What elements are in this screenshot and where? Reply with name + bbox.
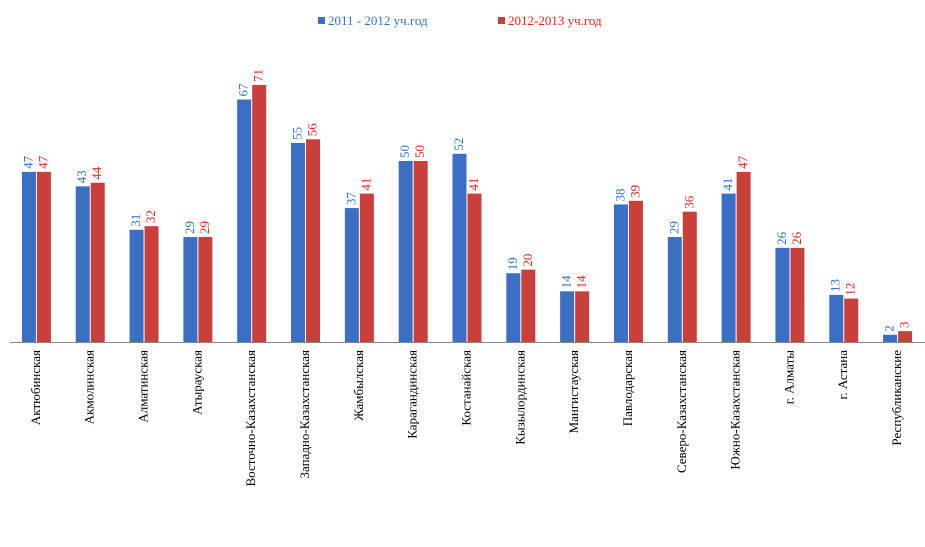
bar xyxy=(721,193,736,342)
bar xyxy=(252,85,267,342)
x-tick-label: Западно-Казахстанская xyxy=(297,350,312,479)
data-label: 20 xyxy=(520,254,535,267)
x-tick-label: Мангистауская xyxy=(566,350,581,433)
bar xyxy=(775,247,790,342)
data-label: 19 xyxy=(505,257,520,270)
data-label: 13 xyxy=(828,279,843,292)
bar xyxy=(682,211,697,342)
bar xyxy=(129,229,144,342)
x-tick-label: Павлодарская xyxy=(620,350,635,426)
bar xyxy=(344,208,359,342)
data-label: 29 xyxy=(666,221,681,234)
data-label: 44 xyxy=(89,166,104,180)
data-label: 47 xyxy=(20,155,35,169)
bar xyxy=(883,334,898,342)
bar xyxy=(306,139,321,342)
data-label: 14 xyxy=(559,275,574,289)
x-tick-label: Актюбинская xyxy=(28,350,43,425)
data-label: 36 xyxy=(681,195,696,209)
bar xyxy=(144,226,159,342)
legend: 2011 - 2012 уч.год 2012-2013 уч.год xyxy=(318,13,602,28)
data-label: 56 xyxy=(305,123,320,137)
bar xyxy=(21,171,36,342)
x-tick-label: Восточно-Казахстанская xyxy=(243,350,258,487)
bar xyxy=(183,237,198,342)
bar xyxy=(613,204,628,342)
bar xyxy=(36,171,51,342)
bar xyxy=(467,193,482,342)
x-tick-label: Атырауская xyxy=(189,350,204,415)
data-label: 55 xyxy=(290,127,305,140)
data-label: 14 xyxy=(574,275,589,289)
bar xyxy=(521,269,536,342)
legend-label: 2011 - 2012 уч.год xyxy=(328,13,428,28)
data-label: 26 xyxy=(774,231,789,245)
x-tick-label: Южно-Казахстанская xyxy=(728,350,743,470)
data-label: 12 xyxy=(843,283,858,296)
bar xyxy=(237,99,252,342)
x-tick-label: г. Алматы xyxy=(781,350,796,404)
bar xyxy=(829,294,844,342)
x-tick-label: Костанайская xyxy=(458,350,473,426)
legend-label: 2012-2013 уч.год xyxy=(508,13,602,28)
data-label: 43 xyxy=(74,170,89,183)
data-label: 37 xyxy=(343,192,358,206)
data-label: 67 xyxy=(236,83,251,97)
bar xyxy=(291,142,306,342)
data-label: 32 xyxy=(143,210,158,223)
bar xyxy=(898,331,913,342)
data-label: 47 xyxy=(735,155,750,169)
data-label: 41 xyxy=(358,178,373,191)
x-tick-label: Карагандинская xyxy=(405,350,420,439)
data-label: 52 xyxy=(451,138,466,151)
x-tick-label: Республиканские xyxy=(889,350,904,446)
bar xyxy=(398,161,413,342)
data-label: 41 xyxy=(720,178,735,191)
x-tick-label: Кызылординская xyxy=(512,350,527,445)
bar xyxy=(736,171,751,342)
data-label: 38 xyxy=(612,188,627,201)
bar xyxy=(575,291,590,342)
data-label: 31 xyxy=(128,214,143,227)
data-label: 2 xyxy=(882,325,897,332)
bar xyxy=(628,200,643,342)
x-tick-label: Северо-Казахстанская xyxy=(674,350,689,473)
x-tick-label: Акмолинская xyxy=(82,350,97,424)
data-label: 47 xyxy=(35,155,50,169)
bar xyxy=(90,182,105,342)
data-label: 50 xyxy=(397,145,412,158)
bar xyxy=(452,153,467,342)
legend-swatch xyxy=(498,17,505,24)
data-label: 29 xyxy=(182,221,197,234)
x-tick-label: Жамбылская xyxy=(351,350,366,421)
data-label: 41 xyxy=(466,178,481,191)
data-label: 50 xyxy=(412,145,427,158)
bar xyxy=(75,186,90,342)
legend-swatch xyxy=(318,17,325,24)
bar xyxy=(667,237,682,342)
bar xyxy=(359,193,374,342)
bar xyxy=(790,247,805,342)
data-label: 29 xyxy=(197,221,212,234)
bar xyxy=(560,291,575,342)
bar xyxy=(506,273,521,342)
data-label: 26 xyxy=(789,231,804,245)
x-tick-label: Алматинская xyxy=(136,350,151,423)
data-label: 3 xyxy=(897,322,912,329)
data-label: 71 xyxy=(251,69,266,82)
data-label: 39 xyxy=(627,185,642,198)
bar xyxy=(844,298,859,342)
bar xyxy=(198,237,213,342)
x-tick-label: г. Астана xyxy=(835,350,850,400)
bar xyxy=(413,161,428,342)
